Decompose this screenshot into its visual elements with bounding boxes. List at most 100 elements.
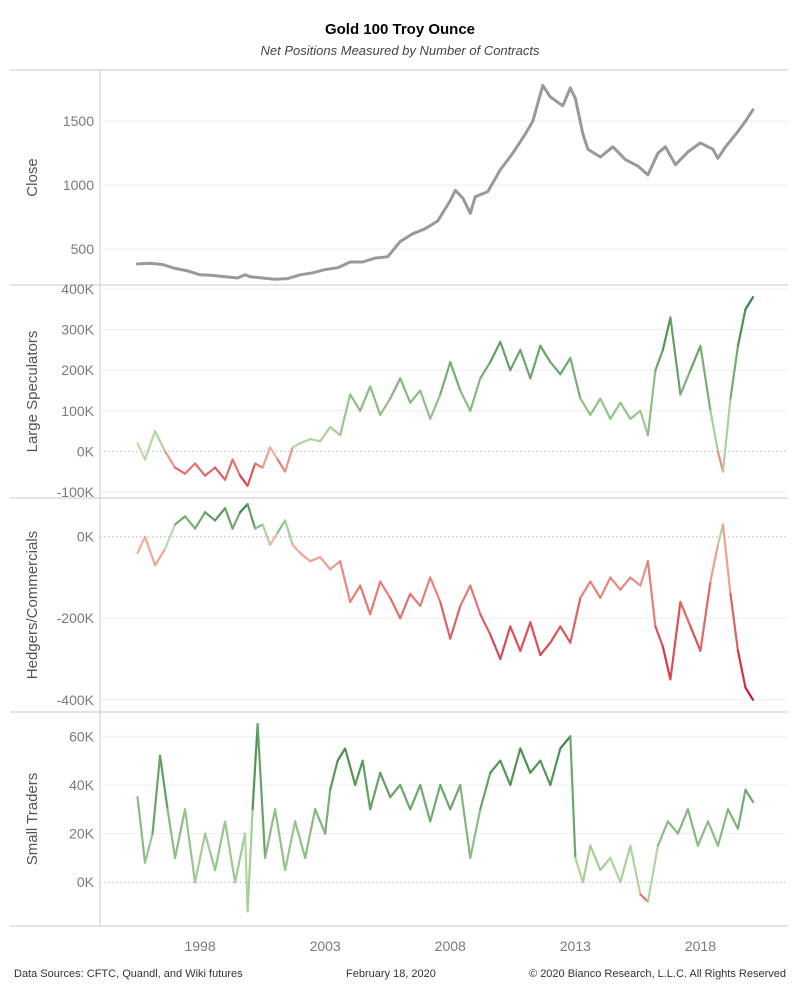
panel-3-series-segment [609,576,622,591]
panel-3-series-segment [379,580,392,599]
panel-4-series-segment [324,788,332,835]
panel-3-series-segment [549,625,562,644]
panel-4-series-segment [646,844,660,903]
panel-2-series-segment [489,340,502,364]
panel-4-series-segment [744,788,755,804]
panel-3-series-segment [619,576,632,591]
panel-2-ytick-label: 300K [61,322,94,338]
panel-4-series-segment [304,808,317,860]
panel-2-series-segment [549,360,562,376]
panel-4-series-segment [629,844,642,896]
panel-3-series-segment [699,580,712,652]
panel-2-series-segment [239,474,249,487]
panel-2-series-segment [661,316,672,352]
panel-2-series-segment [499,340,512,372]
panel-4-series-segment [314,808,327,835]
panel-3-series-segment [629,576,642,587]
panel-3-series-segment [569,596,582,644]
panel-4-series-segment [609,856,622,884]
panel-4-series-segment [399,783,412,811]
panel-3-series-segment [559,625,572,644]
panel-4-series-segment [489,759,502,774]
panel-4-series-segment [569,735,577,860]
panel-4-series-segment [143,832,154,864]
xtick-label: 2013 [560,938,591,954]
xtick-label: 2008 [435,938,466,954]
panel-4-series-segment [619,844,632,884]
panel-3-series-segment [203,511,217,522]
panel-4-series-segment [499,759,512,787]
panel-2-ytick-label: 0K [77,443,95,459]
panel-3-series-segment [173,515,187,526]
panel-3-series-segment [419,576,432,608]
panel-3-series-segment [284,519,294,546]
panel-4-series-segment [151,754,162,835]
panel-2-series-segment [744,296,755,311]
panel-3-series-segment [239,503,249,514]
panel-2-series-segment [439,360,452,396]
panel-3-series-segment [254,523,264,530]
panel-4-series-segment [656,820,670,847]
panel-2-series-segment [223,458,234,481]
panel-2-series-segment [689,344,702,372]
panel-3-series-segment [509,625,522,652]
panel-3-series-segment [291,543,302,555]
panel-3-series-segment [269,531,279,546]
panel-2-series-segment [449,360,462,392]
panel-3-series-segment [389,596,402,620]
panel-3-series-segment [409,592,422,608]
panel-3-series-segment [639,560,649,587]
panel-3-ytick-label: -200K [57,610,95,626]
panel-4-series-segment [419,783,432,823]
panel-2-series-segment [173,466,187,475]
panel-1-ytick-label: 1000 [63,177,94,193]
panel-4-series-segment [574,856,584,884]
panel-3-series-segment [709,543,720,583]
panel-4-series-segment [158,754,169,811]
panel-3-series-segment [716,523,725,546]
panel-2-series-segment [246,462,257,487]
panel-2-ytick-label: 100K [61,403,94,419]
panel-2-series-segment [319,425,332,443]
panel-4-series-segment [354,759,364,787]
panel-2-series-segment [163,450,177,469]
panel-4-series-segment [639,893,649,903]
footer-sources: Data Sources: CFTC, Quandl, and Wiki fut… [14,968,243,980]
xtick-label: 1998 [184,938,215,954]
panel-3-series-segment [136,535,147,555]
panel-3-series-segment [499,625,512,661]
panel-4-series-segment [509,747,522,787]
panel-2-ytick-label: 200K [61,362,94,378]
panel-2-series-segment [359,385,372,412]
panel-2-series-segment [309,438,322,443]
panel-2-series-segment [599,397,612,420]
panel-2-series-segment [639,409,649,437]
panel-2-series-segment [203,466,217,477]
panel-2-series-segment [569,356,582,400]
panel-4-series-segment [519,747,532,774]
panel-4-series-segment [166,808,177,860]
panel-2-series-segment [261,446,272,469]
panel-4-series-segment [581,844,592,884]
panel-3-series-segment [489,633,502,661]
panel-3-series-segment [689,625,702,652]
panel-2-series-segment [379,397,392,416]
panel-3-series-segment [519,621,532,652]
panel-3-series-segment [439,600,452,640]
panel-4-ylabel: Small Traders [24,773,41,866]
panel-2-series-segment [709,409,720,453]
panel-2-series-segment [589,397,602,416]
panel-2-ylabel: Large Speculators [24,331,41,453]
panel-3-series-segment [744,686,755,701]
panel-3-series-segment [213,507,227,522]
panel-3-series-segment [529,621,542,657]
panel-4-series-segment [726,808,740,830]
panel-2-series-segment [629,409,642,420]
panel-2-series-segment [609,401,622,420]
panel-4-series-segment [274,808,287,872]
panel-3-series-segment [153,547,167,567]
panel-4-series-segment [336,747,347,762]
panel-2-series-segment [389,377,402,400]
panel-4-series-segment [136,796,147,864]
panel-3-series-segment [449,604,462,640]
